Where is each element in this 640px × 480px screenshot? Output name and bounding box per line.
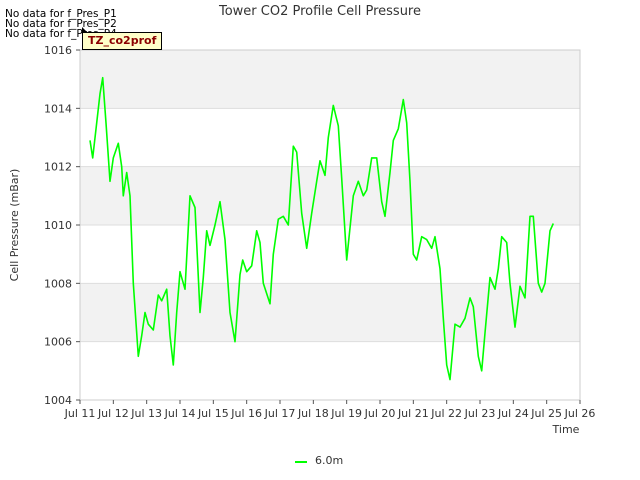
x-tick-label: Jul 23 [464,407,496,420]
x-tick-label: Jul 12 [97,407,129,420]
x-tick-label: Jul 18 [297,407,329,420]
site-badge: TZ_co2prof [82,27,163,50]
chart-title: Tower CO2 Profile Cell Pressure [218,4,421,19]
plot-band [80,283,580,342]
x-axis: Jul 11 Jul 12 Jul 13 Jul 14 Jul 15 Jul 16 Jul … [64,400,596,420]
plot-band [80,108,580,167]
legend-label-6m: 6.0m [315,454,343,467]
x-tick-label: Jul 17 [264,407,296,420]
y-tick-label: 1012 [44,161,72,174]
x-tick-label: Jul 24 [497,407,529,420]
x-tick-label: Jul 25 [530,407,562,420]
x-tick-label: Jul 14 [164,407,196,420]
no-data-message-2: No data for f_Pres_P2 [5,18,117,30]
x-tick-label: Jul 21 [397,407,429,420]
no-data-message-1: No data for f_Pres_P1 [5,8,117,20]
x-tick-label: Jul 16 [230,407,262,420]
plot-band [80,225,580,284]
plot-band [80,166,580,225]
plot-band [80,341,580,400]
x-tick-label: Jul 13 [130,407,162,420]
x-tick-label: Jul 11 [64,407,96,420]
x-tick-label: Jul 22 [430,407,462,420]
y-tick-label: 1016 [44,44,72,57]
y-tick-label: 1010 [44,219,72,232]
x-tick-label: Jul 19 [330,407,362,420]
y-axis-label: Cell Pressure (mBar) [8,169,21,282]
x-tick-label: Jul 26 [564,407,596,420]
x-axis-label: Time [552,423,580,436]
x-tick-label: Jul 20 [364,407,396,420]
y-tick-label: 1006 [44,336,72,349]
x-tick-label: Jul 15 [197,407,229,420]
plot-bands [80,49,580,401]
plot-band [80,50,580,109]
y-tick-label: 1014 [44,102,72,115]
y-axis: 1004 1006 1008 1010 1012 1014 1016 [44,44,80,407]
y-tick-label: 1004 [44,394,72,407]
series-line-6m [89,76,555,381]
y-tick-label: 1008 [44,277,72,290]
